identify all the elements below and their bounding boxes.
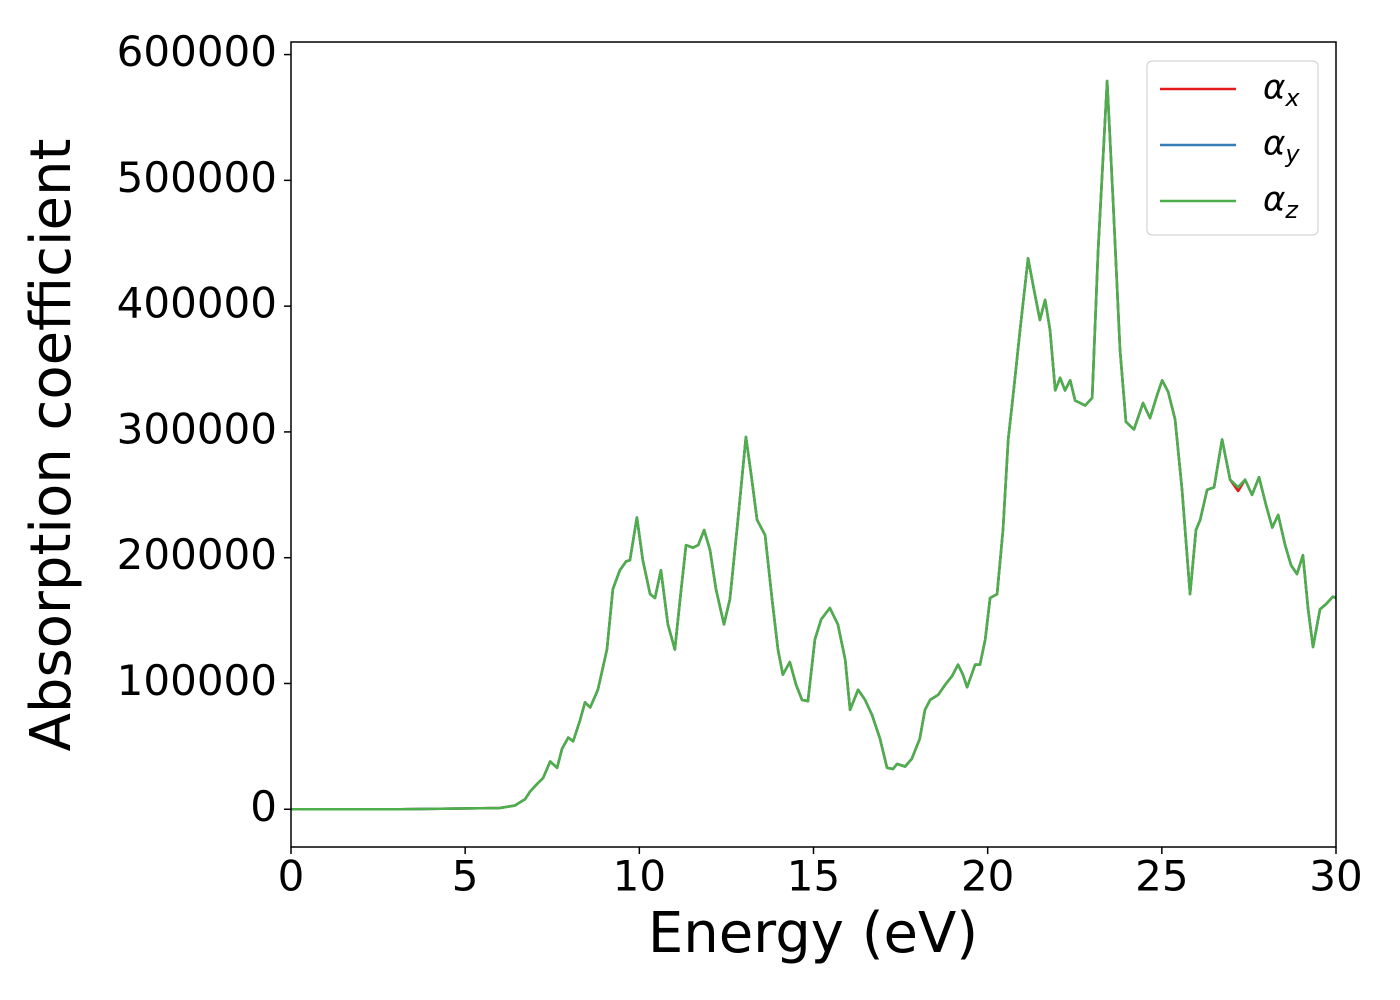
plot-lines [291, 79, 1337, 811]
y-tick-label: 200000 [117, 530, 277, 579]
x-tick-label: 20 [961, 852, 1014, 901]
y-axis-label: Absorption coefficient [19, 139, 84, 752]
x-tick-label: 10 [613, 852, 666, 901]
x-axis-label: Energy (eV) [648, 901, 978, 966]
legend-box [1146, 60, 1319, 236]
x-tick-label: 0 [278, 852, 305, 901]
y-tick-label: 400000 [117, 279, 277, 328]
x-tick-label: 30 [1309, 852, 1362, 901]
x-tick-label: 15 [787, 852, 840, 901]
series-line [291, 79, 1337, 811]
y-tick-label: 500000 [117, 153, 277, 202]
y-tick-label: 300000 [117, 404, 277, 453]
y-tick-label: 0 [250, 782, 277, 831]
x-tick-label: 25 [1135, 852, 1188, 901]
y-tick-label: 100000 [117, 656, 277, 705]
x-tick-label: 5 [452, 852, 479, 901]
plot-frame [290, 41, 1337, 848]
y-tick-label: 600000 [117, 27, 277, 76]
legend-label: αz [1263, 180, 1299, 225]
